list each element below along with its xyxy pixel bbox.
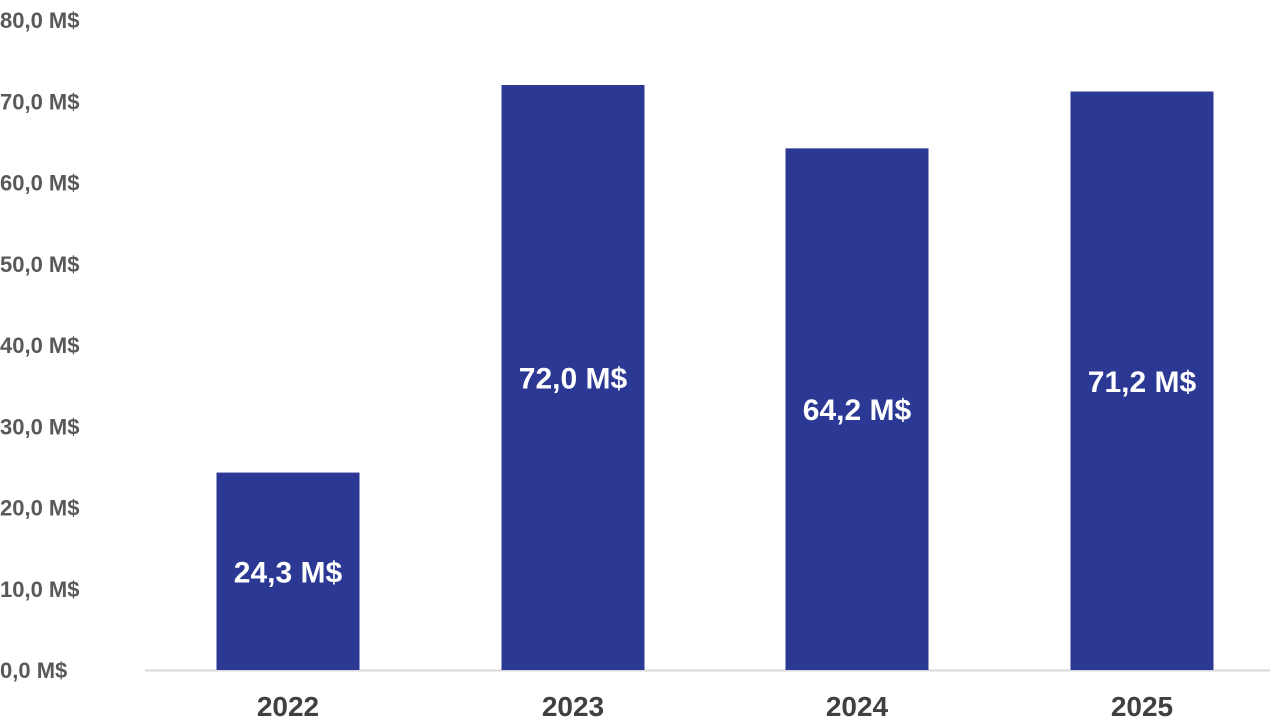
bars: [216, 85, 1214, 670]
x-axis-ticks: 2022 2023 2024 2025: [257, 691, 1173, 722]
x-tick-label: 2025: [1111, 691, 1173, 722]
y-tick-label: 80,0 M$: [0, 8, 80, 33]
y-tick-label: 60,0 M$: [0, 171, 80, 196]
data-label: 72,0 M$: [519, 363, 628, 396]
x-tick-label: 2024: [826, 691, 889, 722]
y-tick-label: 50,0 M$: [0, 252, 80, 277]
y-tick-label: 20,0 M$: [0, 496, 80, 521]
data-label: 71,2 M$: [1088, 366, 1197, 399]
x-tick-label: 2023: [542, 691, 604, 722]
y-tick-label: 40,0 M$: [0, 333, 80, 358]
data-label: 24,3 M$: [234, 556, 343, 589]
y-tick-label: 0,0 M$: [0, 658, 67, 683]
x-tick-label: 2022: [257, 691, 319, 722]
bar-2025: [1070, 91, 1214, 670]
y-axis-ticks: 0,0 M$ 10,0 M$ 20,0 M$ 30,0 M$ 40,0 M$ 50,0 M…: [0, 8, 80, 683]
bar-2023: [501, 85, 645, 670]
y-tick-label: 70,0 M$: [0, 89, 80, 114]
y-tick-label: 10,0 M$: [0, 577, 80, 602]
data-label: 64,2 M$: [803, 394, 912, 427]
bar-2024: [785, 148, 929, 670]
data-labels: 24,3 M$ 72,0 M$ 64,2 M$ 71,2 M$: [234, 363, 1197, 590]
y-tick-label: 30,0 M$: [0, 414, 80, 439]
bar-2022: [216, 472, 360, 670]
